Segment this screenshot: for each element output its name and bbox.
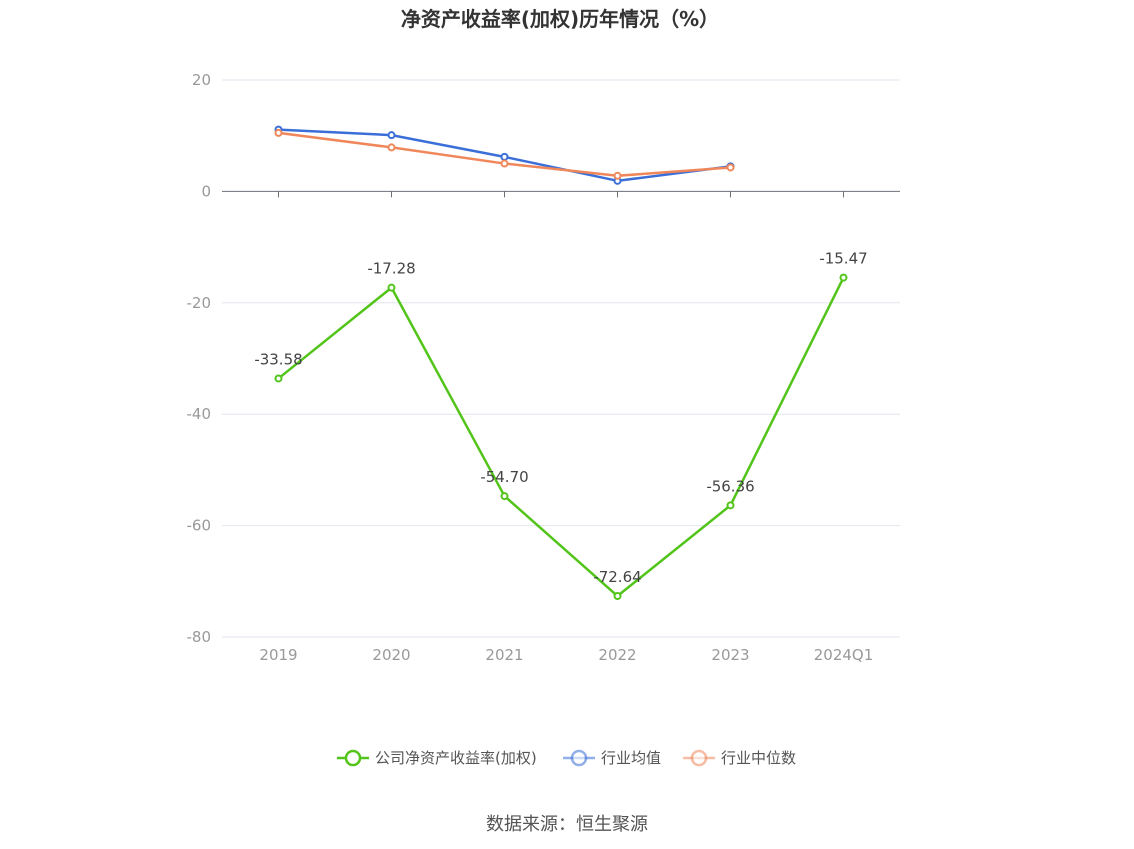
data-point[interactable] bbox=[613, 171, 622, 180]
legend-label: 公司净资产收益率(加权) bbox=[375, 749, 537, 767]
y-tick-label: 0 bbox=[201, 182, 211, 200]
data-label: -72.64 bbox=[593, 568, 641, 586]
data-point[interactable] bbox=[274, 374, 283, 383]
x-tick-label: 2022 bbox=[598, 646, 636, 664]
data-label: -17.28 bbox=[367, 260, 415, 278]
legend-item-2[interactable]: 行业中位数 bbox=[683, 749, 796, 767]
source-note: 数据来源：恒生聚源 bbox=[486, 814, 648, 835]
x-tick-label: 2021 bbox=[485, 646, 523, 664]
legend-marker-icon bbox=[570, 749, 588, 767]
data-point[interactable] bbox=[726, 163, 735, 172]
legend-label: 行业中位数 bbox=[721, 749, 796, 767]
data-point[interactable] bbox=[613, 592, 622, 601]
data-point[interactable] bbox=[500, 159, 509, 168]
x-axis: 2019 2020 2021 2022 2023 2024Q1 bbox=[222, 190, 900, 664]
data-point[interactable] bbox=[387, 143, 396, 152]
y-tick-label: -40 bbox=[187, 405, 212, 423]
legend-marker-icon bbox=[344, 749, 362, 767]
y-tick-label: -20 bbox=[187, 294, 212, 312]
legend-item-1[interactable]: 行业均值 bbox=[563, 749, 661, 767]
data-point[interactable] bbox=[500, 152, 509, 161]
y-tick-label: -80 bbox=[187, 628, 212, 646]
data-point[interactable] bbox=[726, 501, 735, 510]
series-line-0 bbox=[277, 277, 845, 598]
series-layer bbox=[274, 125, 848, 601]
grid bbox=[222, 79, 900, 638]
x-tick-label: 2019 bbox=[259, 646, 297, 664]
data-point[interactable] bbox=[387, 131, 396, 140]
legend-item-0[interactable]: 公司净资产收益率(加权) bbox=[337, 749, 537, 767]
legend-marker-icon bbox=[690, 749, 708, 767]
data-label: -56.36 bbox=[706, 477, 754, 495]
data-label: -33.58 bbox=[254, 350, 302, 368]
legend[interactable]: 公司净资产收益率(加权) 行业均值 行业中位数 bbox=[337, 749, 796, 767]
data-point[interactable] bbox=[839, 273, 848, 282]
data-point[interactable] bbox=[274, 128, 283, 137]
legend-label: 行业均值 bbox=[601, 749, 661, 767]
data-label: -54.70 bbox=[480, 468, 528, 486]
data-labels: -33.58 -17.28 -54.70 -72.64 -56.36 -15.47 bbox=[254, 250, 867, 586]
data-point[interactable] bbox=[387, 283, 396, 292]
y-axis: 20 0 -20 -40 -60 -80 bbox=[187, 71, 212, 646]
data-label: -15.47 bbox=[819, 250, 867, 268]
chart-title: 净资产收益率(加权)历年情况（%） bbox=[401, 7, 719, 31]
x-tick-label: 2023 bbox=[711, 646, 749, 664]
x-tick-label: 2020 bbox=[372, 646, 410, 664]
y-tick-label: -60 bbox=[187, 517, 212, 535]
y-tick-label: 20 bbox=[192, 71, 211, 89]
data-point[interactable] bbox=[500, 492, 509, 501]
x-tick-label: 2024Q1 bbox=[814, 646, 874, 664]
